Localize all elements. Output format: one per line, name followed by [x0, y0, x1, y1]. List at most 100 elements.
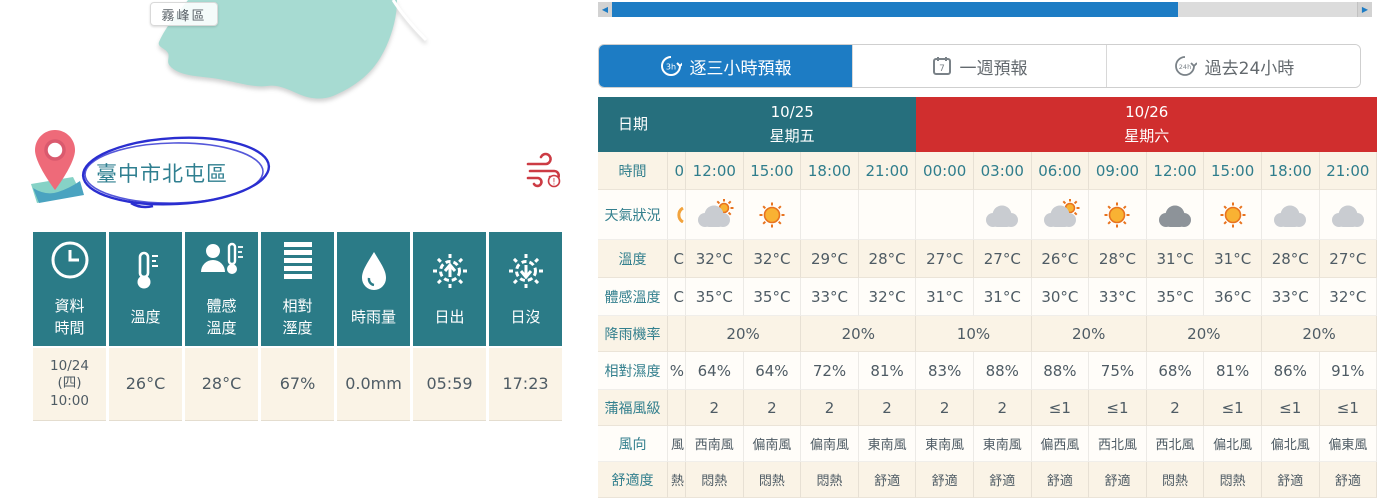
weather-icon-cloud-moon: [1261, 190, 1320, 240]
wind-cell: 偏南風: [801, 426, 859, 462]
beaufort-cell: ≤1: [1031, 390, 1090, 426]
current-value: 0.0mm: [337, 348, 410, 421]
current-col-feels-like: 體感 溫度 28°C: [185, 232, 258, 421]
current-header-label: 資料 時間: [54, 297, 85, 337]
current-conditions-table: 資料 時間 10/24 (四) 10:00 溫度 26°C 體感 溫度 28°C 相對 溼度…: [33, 232, 562, 421]
feels-cell: 36°C: [1204, 278, 1262, 316]
humidity-cell: 68%: [1146, 352, 1205, 390]
current-value: 17:23: [489, 348, 562, 421]
scroll-right-arrow-icon[interactable]: ▶: [1357, 2, 1372, 17]
feels-cell: 35°C: [743, 278, 802, 316]
tab-3hour-label: 逐三小時預報: [689, 58, 792, 79]
cut-column-rain: [668, 316, 686, 352]
rain-probability-cell: 20%: [1146, 316, 1262, 352]
map-district-label[interactable]: 霧峰區: [150, 2, 218, 26]
wind-cell: 偏南風: [743, 426, 802, 462]
temp-cell: 28°C: [1089, 240, 1147, 278]
temp-cell: 27°C: [1319, 240, 1378, 278]
wind-cell: 西北風: [1146, 426, 1205, 462]
feels-cell: 33°C: [801, 278, 859, 316]
comfort-cell: 舒適: [858, 462, 917, 498]
feels-cell: 32°C: [858, 278, 917, 316]
scrollbar-thumb[interactable]: [612, 2, 1178, 17]
row-label-feels: 體感溫度: [598, 278, 668, 316]
forecast-panel: ◀ ▶ 3h 逐三小時預報 7 一週預報 24h 過去24小時 日期 10/25 …: [598, 0, 1378, 503]
sunset-icon: [504, 249, 548, 297]
clock-icon: [48, 238, 92, 286]
weather-icon-cloud-sun: [686, 190, 744, 240]
cut-column-wind: 風: [668, 426, 686, 462]
weather-icon-sunny: [743, 190, 802, 240]
beaufort-cell: 2: [686, 390, 744, 426]
current-header: 溫度: [109, 232, 182, 346]
weather-icon-moon: [916, 190, 974, 240]
temp-cell: 31°C: [1146, 240, 1205, 278]
district-map[interactable]: [150, 0, 450, 112]
wind-cell: 東南風: [973, 426, 1032, 462]
wind-advisory-icon[interactable]: !: [526, 148, 562, 190]
beaufort-cell: 2: [1146, 390, 1205, 426]
weather-icon-cloud-moon: [973, 190, 1032, 240]
weather-icon-cloud-moon: [1319, 190, 1378, 240]
beaufort-cell: 2: [858, 390, 917, 426]
wind-cell: 偏北風: [1204, 426, 1262, 462]
clock-24h-icon: 24h: [1173, 55, 1197, 77]
feels-cell: 32°C: [1319, 278, 1378, 316]
horizontal-scrollbar[interactable]: ◀ ▶: [598, 2, 1372, 17]
time-cell: 12:00: [1146, 152, 1205, 190]
feels-cell: 35°C: [686, 278, 744, 316]
current-header-label: 日出: [434, 308, 465, 327]
row-label-temp: 溫度: [598, 240, 668, 278]
humidity-cell: 86%: [1261, 352, 1320, 390]
humidity-cell: 91%: [1319, 352, 1378, 390]
weather-icon-sunny: [1089, 190, 1147, 240]
date-header-1025: 10/25 星期五: [668, 97, 917, 152]
wind-cell: 東南風: [916, 426, 974, 462]
current-header: 日出: [413, 232, 486, 346]
beaufort-cell: 2: [916, 390, 974, 426]
beaufort-cell: ≤1: [1261, 390, 1320, 426]
date-row-label: 日期: [598, 97, 668, 152]
svg-text:24h: 24h: [1178, 63, 1190, 71]
tab-week-label: 一週預報: [959, 58, 1028, 79]
current-col-humidity-bars: 相對 溼度 67%: [261, 232, 334, 421]
current-value: 10/24 (四) 10:00: [33, 348, 106, 421]
cut-column-weather: [668, 190, 686, 240]
comfort-cell: 悶熱: [743, 462, 802, 498]
beaufort-cell: ≤1: [1204, 390, 1262, 426]
tab-past24h[interactable]: 24h 過去24小時: [1106, 45, 1360, 87]
comfort-cell: 舒適: [916, 462, 974, 498]
current-col-clock: 資料 時間 10/24 (四) 10:00: [33, 232, 106, 421]
temp-cell: 28°C: [858, 240, 917, 278]
scroll-left-arrow-icon[interactable]: ◀: [598, 2, 613, 17]
wind-cell: 西北風: [1089, 426, 1147, 462]
temp-cell: 27°C: [973, 240, 1032, 278]
current-value: 28°C: [185, 348, 258, 421]
weather-icon-moon: [858, 190, 917, 240]
comfort-cell: 舒適: [1319, 462, 1378, 498]
temp-cell: 28°C: [1261, 240, 1320, 278]
humidity-cell: 64%: [743, 352, 802, 390]
tab-3hour-forecast[interactable]: 3h 逐三小時預報: [599, 45, 852, 87]
current-header-label: 時雨量: [350, 308, 396, 327]
row-label-weather: 天氣狀況: [598, 190, 668, 240]
rain-probability-cell: 20%: [1031, 316, 1147, 352]
temp-cell: 32°C: [686, 240, 744, 278]
current-header: 體感 溫度: [185, 232, 258, 346]
current-header-label: 日沒: [510, 308, 541, 327]
cut-column-comfort: 熱: [668, 462, 686, 498]
comfort-cell: 悶熱: [686, 462, 744, 498]
date-header-1026: 10/26 星期六: [916, 97, 1378, 152]
tab-past24h-label: 過去24小時: [1204, 58, 1295, 79]
map-shape-wufeng[interactable]: [150, 0, 450, 112]
tab-week-forecast[interactable]: 7 一週預報: [852, 45, 1106, 87]
humidity-cell: 64%: [686, 352, 744, 390]
current-header: 日沒: [489, 232, 562, 346]
wind-cell: 西南風: [686, 426, 744, 462]
temp-cell: 27°C: [916, 240, 974, 278]
rain-probability-cell: 20%: [801, 316, 917, 352]
district-label-text: 霧峰區: [161, 8, 207, 24]
sunrise-icon: [428, 249, 472, 297]
current-value: 05:59: [413, 348, 486, 421]
row-label-rain: 降雨機率: [598, 316, 668, 352]
